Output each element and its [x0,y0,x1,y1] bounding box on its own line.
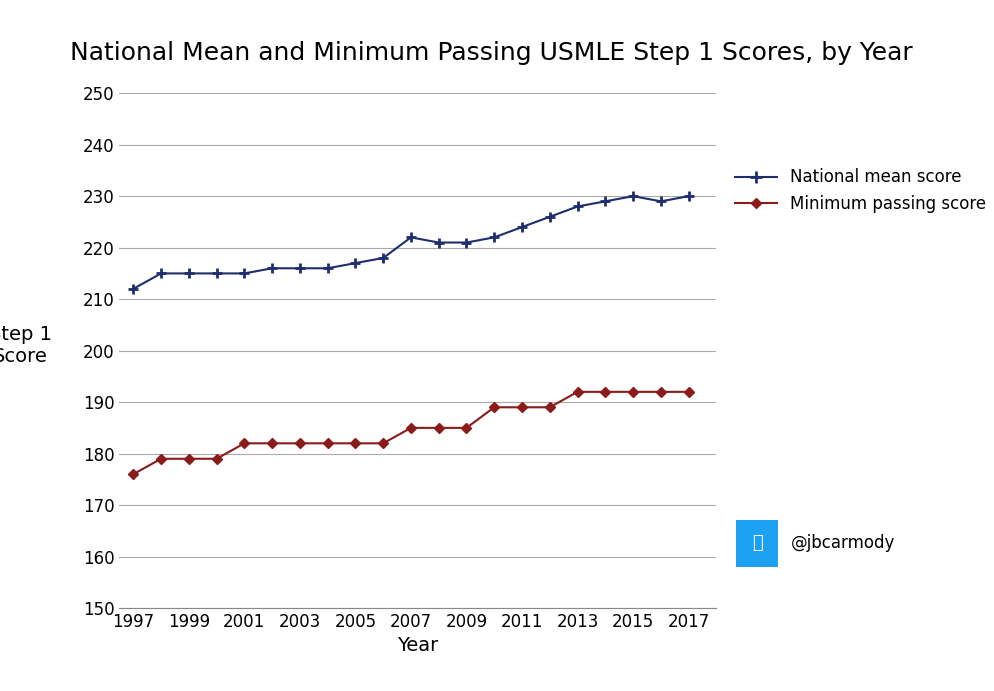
Line: National mean score: National mean score [128,191,693,294]
Minimum passing score [544,403,556,411]
National mean score [377,254,389,262]
Text: National Mean and Minimum Passing USMLE Step 1 Scores, by Year: National Mean and Minimum Passing USMLE … [70,41,911,66]
Minimum passing score [654,388,666,396]
Y-axis label: Step 1
Score: Step 1 Score [0,325,52,366]
National mean score [460,238,472,247]
Minimum passing score [405,424,416,432]
Text: 🐦: 🐦 [751,534,761,552]
Minimum passing score [460,424,472,432]
Minimum passing score [239,439,250,448]
Minimum passing score [571,388,582,396]
Minimum passing score [626,388,638,396]
National mean score [432,238,444,247]
X-axis label: Year: Year [397,636,438,656]
Minimum passing score [682,388,694,396]
Minimum passing score [127,470,139,478]
Minimum passing score [349,439,361,448]
Minimum passing score [265,439,277,448]
National mean score [682,192,694,200]
National mean score [544,213,556,221]
National mean score [654,197,666,205]
National mean score [183,269,195,278]
National mean score [488,234,500,242]
Minimum passing score [321,439,333,448]
National mean score [598,197,610,205]
Minimum passing score [516,403,528,411]
Minimum passing score [155,455,167,463]
National mean score [349,259,361,267]
National mean score [516,223,528,231]
Minimum passing score [432,424,444,432]
National mean score [155,269,167,278]
National mean score [405,234,416,242]
Text: @jbcarmody: @jbcarmody [790,534,895,552]
National mean score [293,264,305,272]
National mean score [571,202,582,211]
Minimum passing score [211,455,223,463]
Minimum passing score [293,439,305,448]
Minimum passing score [488,403,500,411]
Minimum passing score [183,455,195,463]
National mean score [211,269,223,278]
National mean score [239,269,250,278]
FancyBboxPatch shape [733,516,780,570]
National mean score [626,192,638,200]
National mean score [127,285,139,293]
Legend: National mean score, Minimum passing score: National mean score, Minimum passing sco… [728,162,992,219]
Line: Minimum passing score: Minimum passing score [129,388,692,477]
National mean score [265,264,277,272]
Minimum passing score [598,388,610,396]
National mean score [321,264,333,272]
Minimum passing score [377,439,389,448]
